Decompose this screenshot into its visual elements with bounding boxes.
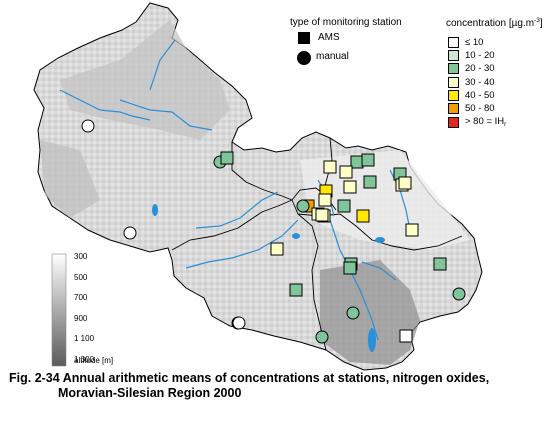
- concentration-swatch: [448, 37, 459, 48]
- ams-station-marker: [323, 160, 337, 174]
- manual-station-marker: [81, 119, 95, 133]
- ams-station-marker: [399, 329, 413, 343]
- ams-station-marker: [339, 165, 353, 179]
- mountain-shading-south: [320, 260, 420, 365]
- concentration-class-label: > 80 = IHr: [465, 116, 507, 129]
- ams-station-marker: [318, 193, 332, 207]
- ams-station-marker: [433, 257, 447, 271]
- altitude-tick-label: 500: [74, 272, 88, 282]
- lakes: [152, 204, 385, 352]
- manual-station-marker: [296, 199, 310, 213]
- caption-line-1: Fig. 2-34 Annual arithmetic means of con…: [9, 371, 490, 385]
- ams-station-marker: [343, 180, 357, 194]
- ams-station-marker: [361, 153, 375, 167]
- concentration-class-label: 50 - 80: [465, 103, 495, 114]
- concentration-class-label: ≤ 10: [465, 37, 484, 48]
- legend-ams-symbol: [298, 32, 310, 44]
- ams-station-marker: [220, 151, 234, 165]
- manual-station-marker: [123, 226, 137, 240]
- concentration-swatch: [448, 103, 459, 114]
- ams-station-marker: [337, 199, 351, 213]
- concentration-class-label: 30 - 40: [465, 76, 495, 88]
- ams-station-marker: [398, 176, 412, 190]
- altitude-tick-label: 1 300: [74, 355, 95, 364]
- ams-station-marker: [363, 175, 377, 189]
- ams-station-marker: [315, 208, 329, 222]
- ams-station-marker: [270, 242, 284, 256]
- ams-station-marker: [405, 223, 419, 237]
- concentration-swatch: [448, 116, 459, 128]
- altitude-tick-label: 1 100: [74, 334, 95, 344]
- ams-station-marker: [350, 155, 364, 169]
- ams-station-marker: [356, 209, 370, 223]
- figure-caption: Fig. 2-34 Annual arithmetic means of con…: [9, 371, 549, 401]
- concentration-swatch: [448, 76, 459, 88]
- concentration-legend-title: concentration [µg.m-3]: [446, 17, 543, 29]
- concentration-class-5: 50 - 80: [448, 103, 495, 114]
- concentration-class-4: 40 - 50: [448, 89, 495, 101]
- concentration-swatch: [448, 89, 459, 101]
- legend-manual-label: manual: [316, 51, 349, 62]
- ams-station-marker: [289, 283, 303, 297]
- altitude-tick-label: 300: [74, 252, 88, 261]
- altitude-tick-label: 900: [74, 313, 88, 323]
- stations-layer: [81, 119, 466, 344]
- concentration-class-3: 30 - 40: [448, 76, 495, 88]
- manual-station-marker: [346, 306, 360, 320]
- concentration-class-2: 20 - 30: [448, 63, 495, 75]
- concentration-class-label: 20 - 30: [465, 63, 495, 75]
- concentration-class-0: ≤ 10: [448, 37, 483, 48]
- altitude-tick-label: 700: [74, 293, 88, 303]
- altitude-scale-bar: [51, 253, 67, 367]
- manual-station-marker: [315, 330, 329, 344]
- legend-ams-label: AMS: [318, 32, 340, 43]
- manual-station-marker: [232, 316, 246, 330]
- concentration-class-label: 10 - 20: [465, 50, 495, 62]
- concentration-swatch: [448, 50, 459, 62]
- concentration-class-1: 10 - 20: [448, 50, 495, 62]
- caption-line-2: Moravian-Silesian Region 2000: [58, 386, 242, 400]
- concentration-class-6: > 80 = IHr: [448, 116, 506, 128]
- mountain-shading-west: [40, 140, 100, 218]
- altitude-label: altitude [m]: [74, 356, 114, 365]
- concentration-class-label: 40 - 50: [465, 89, 495, 101]
- concentration-swatch: [448, 63, 459, 75]
- ams-station-marker: [343, 261, 357, 275]
- legend-manual-symbol: [297, 51, 311, 65]
- manual-station-marker: [452, 287, 466, 301]
- station-type-legend-title: type of monitoring station: [290, 17, 402, 28]
